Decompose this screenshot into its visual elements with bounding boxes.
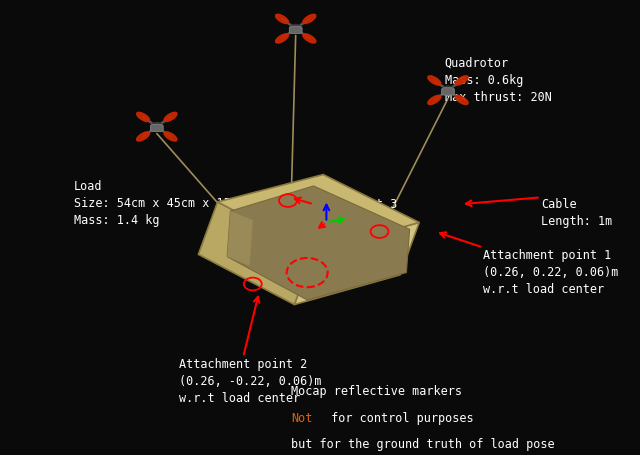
FancyBboxPatch shape (150, 125, 163, 132)
Ellipse shape (164, 132, 177, 142)
Text: for control purposes: for control purposes (324, 411, 474, 424)
Circle shape (290, 25, 301, 34)
Ellipse shape (455, 96, 468, 105)
Circle shape (442, 87, 454, 95)
Text: Quadrotor
Mass: 0.6kg
Max thrust: 20N: Quadrotor Mass: 0.6kg Max thrust: 20N (445, 57, 552, 104)
FancyBboxPatch shape (289, 27, 302, 35)
Ellipse shape (276, 35, 289, 44)
Ellipse shape (455, 77, 468, 86)
Text: Load
Size: 54cm x 45cm x 15cm
Mass: 1.4 kg: Load Size: 54cm x 45cm x 15cm Mass: 1.4 … (74, 180, 244, 227)
Ellipse shape (276, 15, 289, 25)
Text: Attachment point 1
(0.26, 0.22, 0.06)m
w.r.t load center: Attachment point 1 (0.26, 0.22, 0.06)m w… (483, 248, 619, 295)
Ellipse shape (428, 96, 441, 105)
Text: Attachment point 3
(-0.28, 0.0, 0.06)m
w.r.t load center: Attachment point 3 (-0.28, 0.0, 0.06)m w… (269, 198, 404, 245)
Text: Attachment point 2
(0.26, -0.22, 0.06)m
w.r.t load center: Attachment point 2 (0.26, -0.22, 0.06)m … (179, 357, 322, 404)
Ellipse shape (303, 15, 316, 25)
Polygon shape (294, 223, 419, 305)
Ellipse shape (428, 77, 441, 86)
Polygon shape (218, 175, 419, 253)
Text: Cable
Length: 1m: Cable Length: 1m (541, 198, 612, 228)
Ellipse shape (137, 113, 150, 122)
Ellipse shape (164, 113, 177, 122)
Polygon shape (227, 212, 253, 266)
Ellipse shape (303, 35, 316, 44)
Polygon shape (227, 187, 410, 300)
Ellipse shape (137, 132, 150, 142)
Polygon shape (198, 202, 314, 305)
Text: but for the ground truth of load pose: but for the ground truth of load pose (291, 437, 555, 450)
FancyBboxPatch shape (442, 89, 454, 96)
Text: Not: Not (291, 411, 312, 424)
Circle shape (151, 123, 163, 131)
Text: Mocap reflective markers: Mocap reflective markers (291, 384, 462, 398)
